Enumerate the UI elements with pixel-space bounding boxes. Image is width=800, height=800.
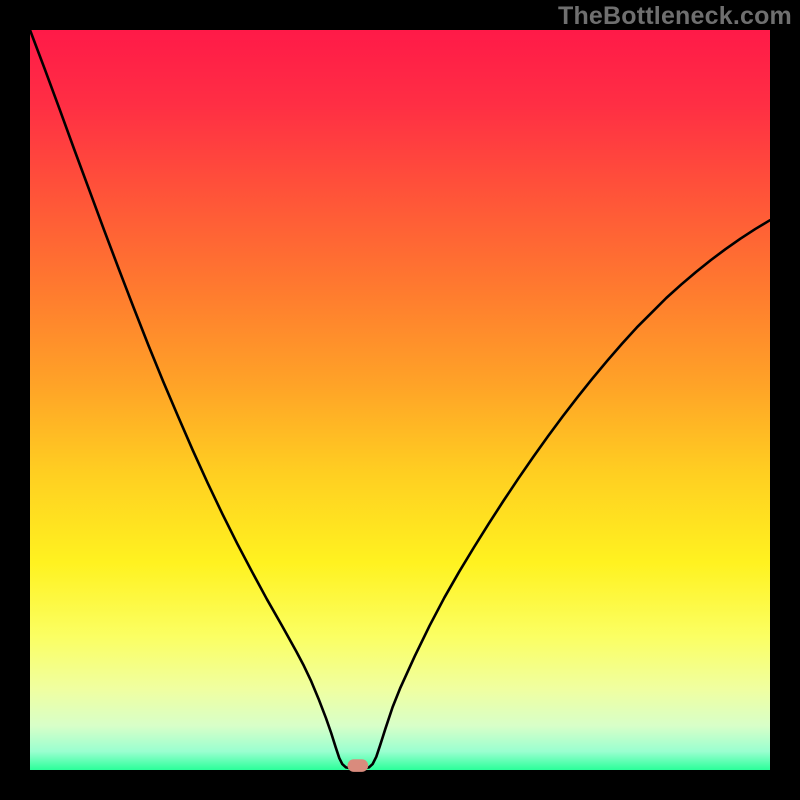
- plot-background: [30, 30, 770, 770]
- optimum-marker: [347, 759, 368, 772]
- bottleneck-chart-svg: [0, 0, 800, 800]
- chart-container: TheBottleneck.com: [0, 0, 800, 800]
- watermark-text: TheBottleneck.com: [558, 2, 792, 31]
